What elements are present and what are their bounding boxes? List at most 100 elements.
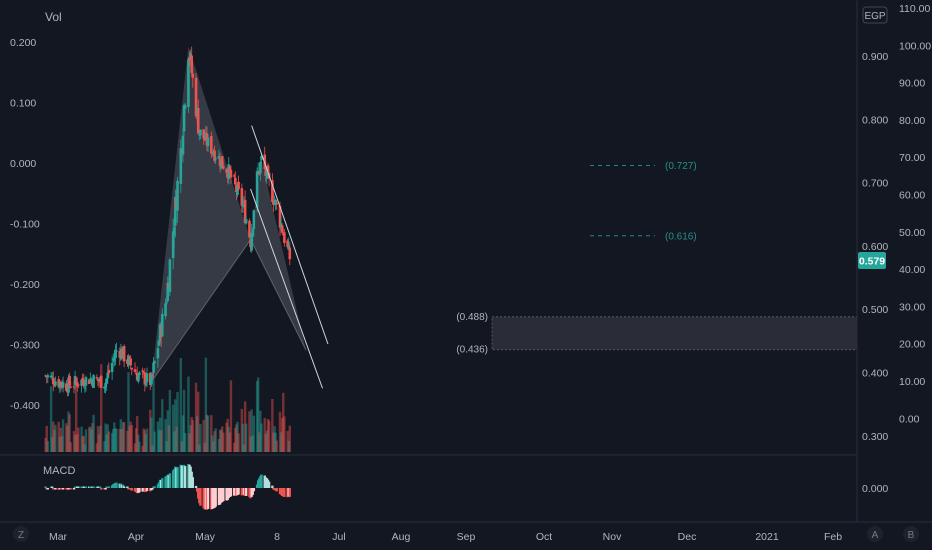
volume-bar [197, 391, 200, 452]
volume-bar [126, 430, 129, 452]
volume-bar [194, 382, 198, 452]
volume-bar [171, 404, 175, 452]
candle-body [51, 378, 55, 385]
candle-body [54, 381, 57, 386]
candle-body [222, 165, 225, 169]
candle-body [144, 382, 148, 386]
volume-bar [134, 428, 138, 452]
volume-bar [84, 429, 88, 452]
candle-body [115, 350, 118, 352]
candle-body [274, 199, 277, 204]
volume-bar [228, 432, 232, 452]
time-axis-tick: Sep [457, 531, 476, 543]
macd-bar [245, 488, 248, 496]
volume-bar [72, 431, 76, 452]
volume-bar [213, 431, 216, 452]
price-axis-tick: 0.300 [862, 431, 888, 443]
volume-bar [176, 391, 179, 452]
volume-bar [189, 425, 192, 452]
b-scale-button[interactable]: B [903, 526, 919, 542]
volume-bar [217, 439, 221, 452]
candle-body [190, 55, 193, 74]
volume-bar [98, 425, 102, 452]
candle-body [104, 382, 107, 388]
left-axis-tick: 0.000 [10, 158, 36, 170]
macd-bar [222, 488, 225, 502]
volume-bar [68, 414, 71, 452]
candle-body [183, 105, 187, 109]
candle-body [75, 382, 79, 387]
volume-bar [222, 432, 225, 452]
volume-bar [143, 430, 147, 452]
volume-bar [83, 444, 87, 452]
volume-bar [234, 427, 237, 452]
fib-levels: (0.727) (0.616) [590, 161, 697, 242]
channel-line-2[interactable] [250, 188, 323, 389]
price-axis-tick: 0.500 [862, 304, 888, 316]
volume-axis-tick: 80.00 [899, 115, 925, 127]
target-zone-box [491, 316, 858, 351]
volume-bar [60, 436, 64, 452]
channel-line-1[interactable] [251, 125, 329, 345]
volume-bar [175, 426, 178, 452]
candle-body [156, 348, 160, 359]
candle-body [127, 356, 130, 366]
volume-bar [110, 432, 114, 452]
zoom-button[interactable]: Z [13, 526, 29, 542]
target-zone: (0.488) (0.436) [456, 312, 858, 356]
macd-bar [229, 488, 233, 497]
volume-bar [174, 399, 177, 452]
zoom-button-label: Z [18, 530, 24, 541]
candle-body [107, 369, 111, 374]
candle-body [199, 129, 202, 136]
volume-bar [286, 430, 289, 452]
left-axis-tick: -0.300 [10, 340, 40, 352]
volume-bar [91, 423, 94, 452]
macd-bar [251, 488, 254, 495]
volume-bar [214, 428, 217, 452]
candle-body [105, 378, 108, 384]
volume-bar [106, 424, 109, 452]
auto-scale-button[interactable]: A [867, 526, 883, 542]
macd-bar [69, 488, 72, 490]
candle-body [92, 375, 95, 388]
volume-bar [133, 443, 137, 452]
volume-bar [150, 417, 153, 452]
volume-bar [206, 415, 210, 452]
macd-bar [191, 477, 194, 488]
volume-bar [219, 429, 223, 452]
volume-bar [202, 419, 205, 452]
volume-bar [263, 417, 266, 452]
candle-body [69, 386, 73, 388]
candle-body [136, 375, 140, 382]
volume-bar [249, 436, 252, 452]
price-axis-tick: 0.600 [862, 241, 888, 253]
volume-bar [96, 426, 100, 452]
fib-label-1: (0.727) [665, 161, 697, 172]
macd-bar [153, 486, 156, 488]
candle-body [151, 374, 154, 376]
macd-bar [183, 466, 187, 488]
volume-bar [168, 390, 172, 452]
candle-body [68, 375, 71, 386]
pattern-leg-xb [150, 239, 251, 383]
volume-bar [237, 433, 240, 452]
candle-body [225, 168, 228, 173]
currency-label: EGP [864, 11, 885, 22]
macd-bar [194, 485, 198, 488]
candle-body [106, 372, 110, 379]
time-axis-tick: 2021 [755, 531, 779, 543]
volume-bar [259, 410, 262, 452]
candle-body [61, 382, 65, 388]
b-scale-button-label: B [908, 530, 915, 541]
left-axis-tick: 0.200 [10, 37, 36, 49]
time-axis-tick: Apr [128, 531, 145, 543]
volume-bar [182, 389, 186, 452]
candle-body [150, 374, 153, 385]
volume-bar [233, 442, 236, 452]
vol-label: Vol [45, 10, 62, 24]
volume-bar [59, 427, 63, 452]
volume-axis-tick: 20.00 [899, 339, 925, 351]
volume-bar [229, 380, 233, 452]
